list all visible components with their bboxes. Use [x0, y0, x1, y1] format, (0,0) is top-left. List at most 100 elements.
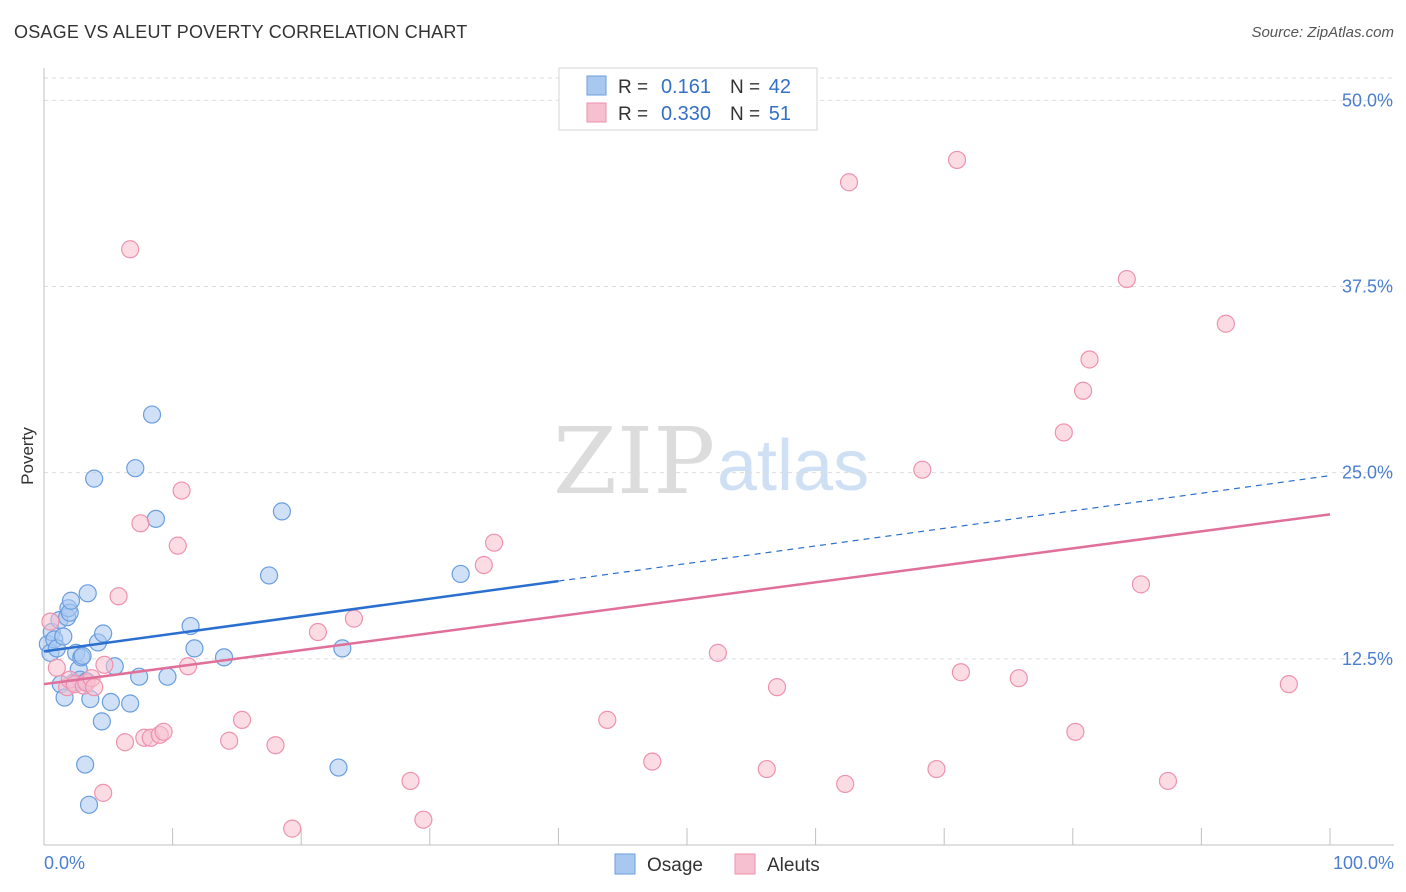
osage-point [92, 712, 111, 731]
aleuts-point [168, 536, 187, 555]
aleuts-point [109, 587, 128, 606]
aleuts-legend-label: Aleuts [767, 855, 820, 876]
aleuts-point [836, 774, 855, 794]
aleuts-point [1279, 675, 1298, 694]
osage-legend-swatch [614, 853, 636, 875]
watermark-atlas: atlas [717, 426, 869, 506]
aleuts-point [913, 460, 932, 479]
osage-point [451, 564, 470, 584]
aleuts-point [643, 752, 662, 771]
osage-r-label: R = [618, 77, 648, 98]
osage-point [85, 469, 104, 488]
aleuts-point [951, 663, 971, 682]
y-axis-title: Poverty [18, 427, 37, 485]
x-tick-label-max: 100.0% [1333, 853, 1394, 873]
aleuts-point [344, 609, 364, 628]
aleuts-point [598, 710, 617, 729]
watermark: ZIP atlas [553, 408, 869, 515]
aleuts-point [485, 533, 504, 552]
gridlines [44, 77, 1394, 660]
osage-point [126, 459, 145, 478]
aleuts-point [1117, 269, 1136, 289]
aleuts-point [283, 819, 302, 838]
aleuts-stat-swatch [586, 102, 607, 123]
aleuts-point [154, 722, 173, 741]
source-label: Source: ZipAtlas.com [1251, 24, 1394, 41]
osage-point [54, 627, 73, 646]
aleuts-point [1066, 722, 1085, 741]
aleuts-trend [43, 513, 1331, 686]
y-tick-label: 25.0% [1342, 463, 1393, 483]
x-axis-ticks [172, 828, 1331, 845]
aleuts-point [414, 810, 433, 829]
aleuts-point [767, 678, 787, 697]
osage-point [158, 667, 177, 686]
aleuts-point [131, 514, 150, 533]
aleuts-point [172, 481, 191, 500]
osage-point [185, 639, 204, 658]
osage-point [259, 566, 279, 585]
osage-point [333, 639, 352, 658]
trend-lines [43, 475, 1331, 686]
osage-trend-solid [43, 579, 559, 653]
osage-points [38, 405, 470, 814]
aleuts-point [757, 759, 776, 779]
aleuts-point [1158, 771, 1178, 791]
osage-n-label: N = [730, 77, 760, 98]
aleuts-legend-swatch [734, 853, 756, 875]
legend: Osage Aleuts [614, 853, 820, 876]
aleuts-point [85, 678, 104, 697]
x-tick-label-min: 0.0% [44, 853, 85, 873]
aleuts-point [232, 710, 252, 729]
osage-point [121, 694, 140, 713]
aleuts-point [708, 643, 727, 662]
osage-point [272, 502, 292, 521]
osage-point [73, 646, 92, 665]
aleuts-point [839, 173, 859, 192]
aleuts-point [401, 771, 420, 791]
stats-box: R = 0.161 N = 42 R = 0.330 N = 51 [558, 67, 818, 131]
aleuts-n-label: N = [730, 104, 760, 125]
aleuts-point [927, 759, 946, 779]
y-tick-label: 37.5% [1342, 277, 1393, 297]
aleuts-n-value: 51 [769, 103, 791, 125]
aleuts-point [947, 150, 967, 170]
osage-r-value: 0.161 [661, 76, 711, 98]
axes [43, 68, 1394, 846]
aleuts-point [220, 731, 239, 750]
osage-point [329, 758, 348, 777]
aleuts-point [41, 612, 60, 631]
osage-point [101, 692, 120, 712]
aleuts-point [1080, 350, 1099, 369]
aleuts-point [1073, 381, 1093, 400]
aleuts-point [1216, 314, 1235, 333]
y-tick-label: 50.0% [1342, 90, 1393, 110]
legend-item-osage[interactable]: Osage [614, 853, 703, 876]
aleuts-point [1131, 575, 1151, 594]
aleuts-point [266, 736, 285, 755]
osage-point [214, 648, 234, 667]
aleuts-point [115, 733, 135, 752]
osage-n-value: 42 [769, 76, 791, 98]
aleuts-point [94, 783, 113, 802]
y-tick-labels: 12.5% 25.0% 37.5% 50.0% [1342, 90, 1393, 668]
osage-point [76, 755, 95, 774]
osage-point [79, 795, 99, 814]
watermark-zip: ZIP [553, 408, 715, 515]
aleuts-point [95, 655, 114, 674]
aleuts-r-label: R = [618, 104, 648, 125]
osage-point [142, 405, 162, 424]
osage-legend-label: Osage [647, 855, 703, 876]
osage-point [146, 509, 165, 528]
aleuts-point [47, 658, 66, 677]
aleuts-point [121, 240, 140, 259]
osage-point [94, 624, 113, 643]
osage-stat-swatch [586, 75, 607, 96]
aleuts-point [1054, 423, 1073, 442]
osage-point [78, 584, 97, 603]
aleuts-point [1009, 669, 1028, 688]
legend-item-aleuts[interactable]: Aleuts [734, 853, 820, 876]
aleuts-point [308, 622, 328, 642]
aleuts-r-value: 0.330 [661, 103, 711, 125]
